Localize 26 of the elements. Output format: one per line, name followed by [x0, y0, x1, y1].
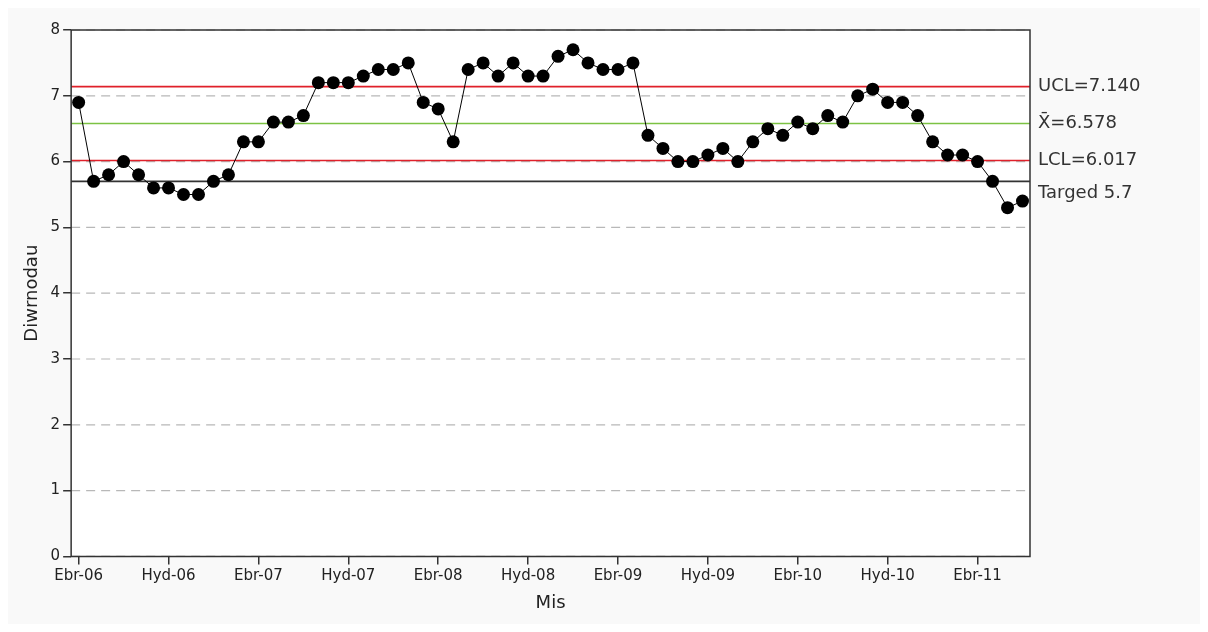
y-tick-label: 2 [50, 414, 61, 433]
x-tick-label: Hyd-08 [501, 566, 556, 585]
x-tick-label: Ebr-08 [413, 566, 463, 585]
ref-line-label: X̄=6.578 [1038, 110, 1117, 133]
y-tick-label: 5 [50, 217, 61, 236]
y-tick-label: 0 [50, 546, 61, 565]
x-tick-label: Hyd-10 [860, 566, 915, 585]
x-tick-label: Hyd-06 [141, 566, 196, 585]
ref-line-label: LCL=6.017 [1038, 148, 1138, 170]
x-tick-label: Ebr-10 [773, 566, 823, 585]
y-tick-label: 3 [50, 348, 61, 367]
y-tick-label: 7 [50, 85, 61, 104]
x-tick-label: Ebr-07 [234, 566, 283, 585]
ref-line-label: UCL=7.140 [1038, 74, 1141, 96]
y-tick-label: 6 [50, 151, 61, 170]
x-tick-label: Ebr-06 [54, 566, 103, 585]
y-tick-label: 1 [50, 480, 61, 499]
x-tick-label: Hyd-07 [321, 566, 376, 585]
x-tick-label: Hyd-09 [680, 566, 735, 585]
x-tick-label: Ebr-11 [953, 566, 1002, 585]
x-tick-label: Ebr-09 [593, 566, 643, 585]
x-axis-title: Mis [535, 590, 566, 612]
y-axis-title: Diwrnodau [20, 244, 42, 342]
y-tick-label: 4 [50, 283, 61, 302]
y-tick-label: 8 [50, 19, 61, 38]
ref-line-label: Targed 5.7 [1037, 181, 1133, 203]
